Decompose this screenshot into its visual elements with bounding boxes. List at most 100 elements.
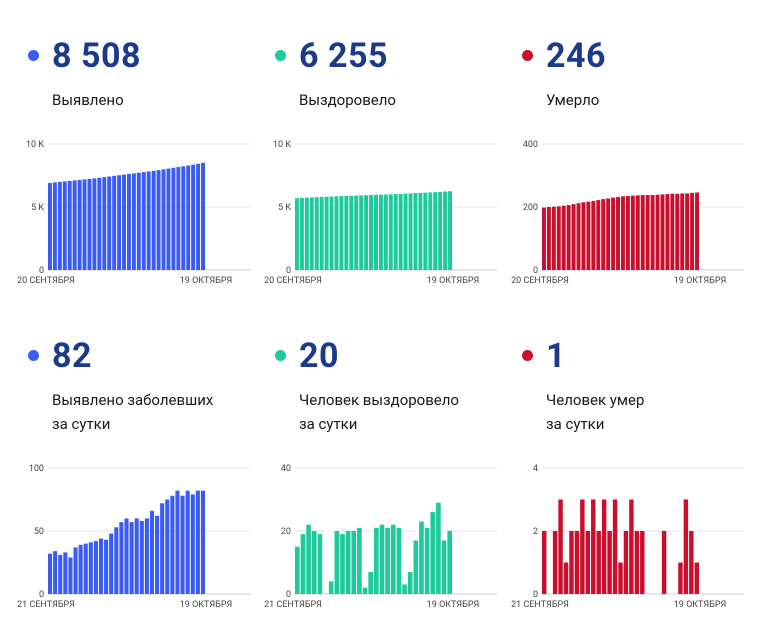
bar	[574, 531, 580, 594]
bar	[685, 193, 690, 270]
deaths-total-value: 246	[546, 36, 607, 76]
bar	[295, 198, 299, 270]
bar	[304, 197, 309, 270]
y-tick-label: 10 K	[26, 140, 44, 150]
x-start-label: 20 СЕНТЯБРЯ	[264, 276, 322, 286]
bar	[546, 207, 551, 270]
bar	[196, 163, 201, 270]
bar	[635, 195, 640, 270]
bar	[48, 183, 52, 270]
bar	[618, 562, 623, 594]
bar	[580, 499, 585, 594]
bar	[114, 527, 119, 594]
bar	[398, 193, 403, 270]
recovered-daily-value: 20	[299, 336, 340, 376]
bar	[369, 195, 373, 270]
bar	[569, 531, 574, 594]
bar	[181, 166, 186, 270]
bar	[112, 175, 117, 270]
bar	[390, 524, 396, 594]
green-dot-icon	[275, 350, 286, 361]
bar	[82, 179, 87, 270]
bar	[317, 534, 323, 594]
x-start-label: 20 СЕНТЯБРЯ	[511, 276, 569, 286]
detected-daily-value: 82	[52, 336, 93, 376]
bar	[596, 531, 601, 594]
deaths-total-label: Умерло	[546, 91, 600, 109]
y-tick-label: 0	[533, 266, 538, 276]
bar	[689, 531, 694, 594]
recovered-daily-label-line2: за сутки	[299, 415, 358, 433]
bar	[378, 194, 383, 270]
recovered-daily-label-line1: Человек выздоровело	[299, 391, 459, 409]
bar	[585, 531, 591, 594]
bar	[186, 165, 191, 270]
bar	[200, 490, 205, 594]
y-tick-label: 40	[281, 464, 291, 474]
bar	[616, 196, 620, 270]
x-end-label: 19 ОКТЯБРЯ	[674, 276, 727, 286]
bar	[306, 524, 311, 594]
bar	[438, 191, 443, 270]
bar	[73, 547, 78, 594]
bar	[596, 200, 601, 270]
detected-total-chart: 0 5 K 10 K 20 СЕНТЯБРЯ 19 ОКТЯБРЯ	[17, 140, 250, 286]
bar	[542, 207, 546, 270]
bar	[374, 527, 379, 594]
y-tick-label: 4	[533, 464, 538, 474]
recovered-total-chart: 0 5 K 10 K 20 СЕНТЯБРЯ 19 ОКТЯБРЯ	[264, 140, 497, 286]
bar	[680, 193, 685, 270]
bar	[109, 533, 114, 594]
bar	[146, 171, 151, 270]
panel-detected-daily: 82 Выявлено заболевших за сутки 0 50 100 21…	[17, 336, 264, 616]
bar	[690, 192, 695, 270]
y-tick-label: 5 K	[31, 203, 44, 213]
bar	[402, 584, 407, 594]
bar	[683, 499, 689, 594]
bar	[413, 540, 419, 594]
bar	[334, 531, 340, 594]
x-end-label: 19 ОКТЯБРЯ	[180, 600, 233, 610]
bar	[161, 169, 166, 270]
x-end-label: 19 ОКТЯБРЯ	[427, 600, 480, 610]
panel-recovered-daily: 20 Человек выздоровело за сутки 0 20 40 21 …	[264, 336, 511, 616]
y-tick-label: 20	[281, 527, 291, 537]
bar	[68, 557, 73, 594]
y-tick-label: 200	[523, 203, 538, 213]
bar	[340, 534, 345, 594]
bar	[88, 542, 93, 594]
bar	[561, 205, 566, 270]
bar	[87, 178, 92, 270]
bar	[368, 571, 373, 594]
y-tick-label: 0	[286, 590, 291, 600]
bar	[201, 162, 205, 270]
bar	[695, 192, 699, 270]
bar	[160, 503, 165, 594]
deaths-daily-label-line1: Человек умер	[546, 391, 645, 409]
bar	[104, 539, 109, 594]
bar	[127, 173, 131, 270]
bar	[606, 198, 611, 270]
x-start-label: 21 СЕНТЯБРЯ	[264, 600, 322, 610]
bar	[329, 196, 334, 270]
bar	[586, 201, 591, 270]
x-start-label: 21 СЕНТЯБРЯ	[511, 600, 569, 610]
bar	[334, 196, 339, 270]
detected-daily-label-line2: за сутки	[52, 415, 111, 433]
bar	[77, 179, 82, 270]
panel-recovered-total: 6 255 Выздоровело 0 5 K 10 K 20 СЕНТЯБРЯ 19 …	[264, 36, 511, 296]
bar	[591, 499, 596, 594]
bar	[634, 531, 640, 594]
bar	[57, 181, 62, 270]
bar	[436, 502, 441, 594]
bar	[48, 553, 53, 594]
bar	[129, 522, 134, 594]
y-tick-label: 0	[286, 266, 291, 276]
blue-dot-icon	[28, 350, 39, 361]
bar	[185, 490, 190, 594]
detected-daily-label-line1: Выявлено заболевших	[52, 391, 214, 409]
bar	[670, 193, 675, 270]
bar	[134, 518, 139, 594]
bar	[351, 531, 357, 594]
green-dot-icon	[275, 50, 286, 61]
